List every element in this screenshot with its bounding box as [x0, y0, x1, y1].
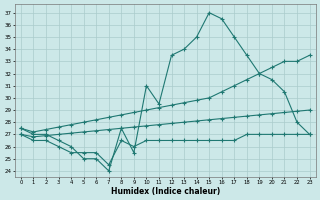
- X-axis label: Humidex (Indice chaleur): Humidex (Indice chaleur): [111, 187, 220, 196]
